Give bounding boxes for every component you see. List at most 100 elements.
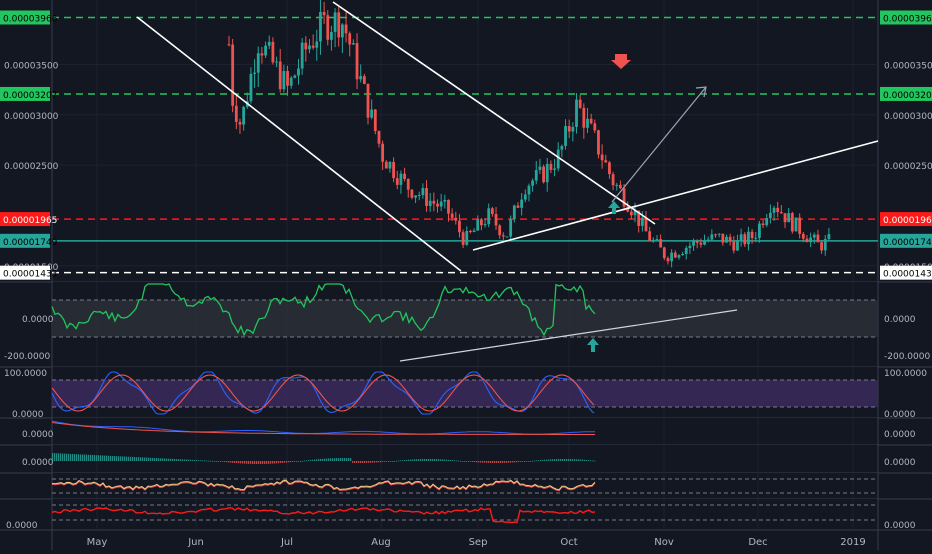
candle-body bbox=[362, 76, 366, 84]
osc-histogram-bar bbox=[170, 458, 172, 461]
osc-histogram-bar bbox=[428, 459, 430, 461]
osc-histogram-bar bbox=[434, 459, 436, 461]
candle-body bbox=[710, 234, 714, 240]
time-tick-label: Dec bbox=[748, 537, 767, 548]
candle-body bbox=[538, 166, 542, 171]
candle-body bbox=[260, 53, 264, 56]
candle-body bbox=[640, 217, 644, 226]
osc-histogram-bar bbox=[314, 459, 316, 461]
osc-histogram-bar bbox=[110, 455, 112, 461]
osc-histogram-bar bbox=[508, 461, 510, 463]
osc-histogram-bar bbox=[172, 458, 174, 461]
osc-histogram-bar bbox=[536, 460, 538, 462]
candle-body bbox=[326, 15, 330, 40]
candle-body bbox=[655, 239, 659, 241]
candle-body bbox=[582, 107, 586, 128]
cci-trend-line bbox=[399, 309, 738, 362]
osc-histogram-bar bbox=[204, 460, 206, 462]
osc-histogram-bar bbox=[386, 461, 388, 462]
osc-histogram-bar bbox=[364, 461, 366, 463]
osc-histogram-bar bbox=[108, 455, 110, 461]
osc-histogram-bar bbox=[332, 458, 334, 461]
osc-histogram-bar bbox=[512, 461, 514, 463]
osc-histogram-bar bbox=[232, 461, 234, 463]
candle-body bbox=[747, 231, 750, 245]
osc-histogram-bar bbox=[100, 455, 102, 461]
price-tick-right: 0.00003500 bbox=[884, 61, 932, 71]
osc-histogram-bar bbox=[468, 461, 470, 462]
osc-histogram-bar bbox=[482, 461, 484, 463]
osc-histogram-bar bbox=[506, 461, 508, 463]
candle-body bbox=[330, 31, 333, 40]
candle-body bbox=[322, 11, 326, 16]
osc-histogram-bar bbox=[534, 460, 536, 462]
osc-histogram-bar bbox=[222, 461, 224, 462]
osc-histogram-bar bbox=[484, 461, 486, 463]
candle-body bbox=[264, 45, 267, 56]
osc-histogram-bar bbox=[376, 461, 378, 463]
osc-histogram-bar bbox=[144, 457, 146, 461]
stoch-k-line bbox=[51, 371, 595, 415]
stoch-tick-right: 100.0000 bbox=[884, 369, 927, 379]
osc-histogram-bar bbox=[112, 455, 114, 461]
osc-histogram-bar bbox=[356, 461, 358, 463]
price-level-label-right: 0.00003966 bbox=[883, 14, 932, 24]
candle-body bbox=[249, 73, 253, 102]
candle-body bbox=[231, 44, 235, 106]
osc-histogram-bar bbox=[186, 459, 188, 461]
candle-body bbox=[798, 217, 802, 234]
osc-histogram-bar bbox=[490, 461, 492, 463]
osc-histogram-bar bbox=[398, 460, 400, 462]
candle-body bbox=[319, 11, 322, 42]
candle-body bbox=[644, 217, 648, 232]
osc-histogram-bar bbox=[498, 461, 500, 463]
osc-histogram-bar bbox=[480, 461, 482, 463]
osc-histogram-bar bbox=[208, 460, 210, 462]
osc-histogram-bar bbox=[274, 461, 276, 464]
price-tick-left: 0.00003000 bbox=[4, 112, 59, 122]
osc-histogram-bar bbox=[238, 461, 240, 464]
candle-body bbox=[300, 42, 304, 69]
price-level-label-left: 0.00003966 bbox=[3, 14, 58, 24]
candle-body bbox=[359, 76, 363, 80]
candle-body bbox=[487, 208, 491, 225]
osc-histogram-bar bbox=[426, 459, 428, 461]
osc-histogram-bar bbox=[516, 461, 518, 463]
osc-histogram-bar bbox=[360, 461, 362, 463]
price-level-label-right: 0.00003207 bbox=[883, 91, 932, 101]
arrow-down-icon bbox=[611, 54, 631, 69]
osc-histogram-bar bbox=[152, 457, 154, 461]
osc-histogram-bar bbox=[470, 461, 472, 462]
osc-histogram-bar bbox=[420, 459, 422, 461]
osc-histogram-bar bbox=[66, 453, 68, 461]
osc-histogram-bar bbox=[86, 454, 88, 461]
osc-histogram-bar bbox=[156, 458, 158, 461]
osc-histogram-bar bbox=[104, 455, 106, 461]
osc-histogram-bar bbox=[504, 461, 506, 463]
osc-histogram-bar bbox=[82, 454, 84, 461]
osc-histogram-bar bbox=[298, 461, 300, 462]
candle-body bbox=[659, 239, 663, 248]
osc-histogram-bar bbox=[326, 458, 328, 461]
candle-body bbox=[461, 232, 465, 245]
candle-body bbox=[604, 160, 608, 163]
osc-histogram-bar bbox=[124, 456, 126, 461]
osc-histogram-bar bbox=[316, 459, 318, 461]
osc-histogram-bar bbox=[192, 459, 194, 461]
osc-histogram-bar bbox=[544, 459, 546, 461]
pane-price-bg bbox=[52, 0, 878, 282]
candle-body bbox=[494, 213, 498, 226]
osc-histogram-bar bbox=[74, 454, 76, 461]
osc-histogram-bar bbox=[566, 459, 568, 461]
osc-histogram-bar bbox=[178, 459, 180, 461]
osc-histogram-bar bbox=[246, 461, 248, 464]
candle-body bbox=[750, 231, 754, 238]
price-level-label-left: 0.00001749 bbox=[3, 238, 58, 248]
candle-body bbox=[619, 184, 622, 189]
price-tick-right: 0.00003000 bbox=[884, 112, 932, 122]
osc-histogram-bar bbox=[330, 458, 332, 461]
stoch-tick-left: 100.0000 bbox=[4, 369, 47, 379]
osc-histogram-bar bbox=[476, 461, 478, 463]
osc-histogram-bar bbox=[576, 459, 578, 461]
candle-body bbox=[761, 223, 765, 226]
